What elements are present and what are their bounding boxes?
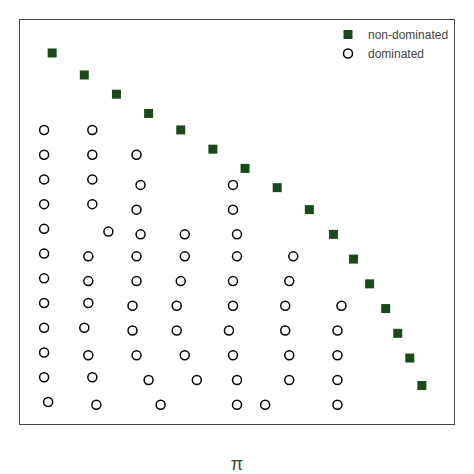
svg-text:non-dominated: non-dominated: [368, 28, 448, 42]
svg-text:dominated: dominated: [368, 47, 424, 61]
svg-text:π: π: [231, 454, 243, 474]
